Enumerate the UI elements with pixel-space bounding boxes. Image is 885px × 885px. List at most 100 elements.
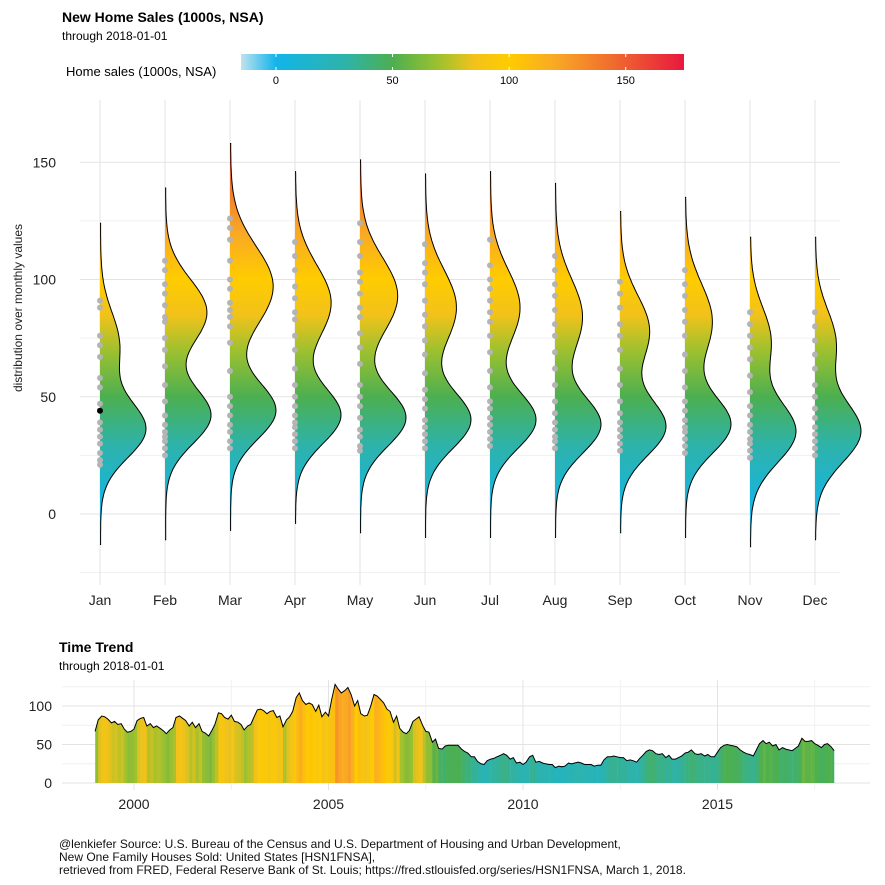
trend-stripe (237, 684, 242, 783)
trend-stripe (831, 684, 835, 783)
violin-jul (487, 171, 537, 538)
trend-stripe (535, 684, 540, 783)
violin-jun (422, 173, 472, 538)
trend-line (94, 683, 835, 769)
trend-stripe (341, 684, 346, 783)
data-point (747, 412, 753, 419)
data-point (227, 339, 233, 346)
y-tick-label: 0 (44, 775, 52, 791)
data-point (97, 384, 103, 391)
legend-ticks: 0 50 100 150 (273, 54, 635, 87)
trend-stripe (613, 684, 618, 783)
data-point (357, 290, 363, 297)
data-point (292, 393, 298, 400)
data-point (552, 307, 558, 313)
trend-stripe (247, 684, 252, 783)
data-point (747, 421, 753, 428)
violin-outline (815, 236, 862, 541)
x-tick-label: Aug (543, 592, 568, 608)
data-point (747, 436, 753, 442)
trend-stripe (257, 684, 262, 783)
trend-stripe (652, 684, 657, 783)
violin-aug (552, 182, 602, 538)
data-point (682, 292, 688, 299)
trend-stripe (263, 684, 268, 783)
violin-outline (685, 196, 732, 538)
trend-stripe (691, 684, 696, 783)
data-point (97, 332, 103, 339)
data-point (357, 393, 363, 400)
data-point (682, 267, 688, 274)
trend-stripe (516, 684, 521, 783)
data-point (162, 281, 168, 288)
data-point (162, 445, 168, 452)
data-point (422, 405, 428, 412)
data-point (357, 344, 363, 351)
data-point (617, 365, 623, 372)
data-point (487, 414, 493, 421)
trend-stripe (448, 684, 453, 783)
trend-stripe (325, 684, 330, 783)
data-point (812, 323, 818, 330)
data-point (227, 257, 233, 264)
trend-stripe (244, 684, 248, 783)
trend-stripe (328, 684, 333, 783)
trend-stripe (370, 684, 375, 783)
trend-stripe (834, 684, 835, 783)
data-point (292, 403, 298, 410)
data-point (162, 267, 168, 274)
trend-stripe (335, 684, 339, 783)
trend-stripe (104, 684, 109, 783)
data-point (552, 382, 558, 388)
data-point (812, 393, 818, 400)
data-point (747, 309, 753, 316)
trend-stripe (380, 684, 384, 783)
data-point (682, 318, 688, 325)
violin-sep (617, 211, 667, 534)
data-point (162, 428, 168, 435)
trend-stripe (214, 684, 219, 783)
data-point (227, 403, 233, 410)
data-point (162, 318, 168, 325)
trend-stripe (412, 684, 417, 783)
trend-stripe (153, 684, 158, 783)
violin-fill (230, 143, 276, 531)
trend-stripe (228, 684, 232, 783)
data-point (552, 321, 558, 328)
data-point (97, 433, 103, 440)
trend-stripe (720, 684, 725, 783)
data-point (292, 431, 298, 438)
trend-stripe (769, 684, 773, 783)
trend-chart-subtitle: through 2018-01-01 (59, 659, 165, 673)
trend-stripe (487, 684, 491, 783)
legend-tick-label: 100 (500, 75, 518, 87)
trend-stripe (121, 684, 125, 783)
trend-stripe (671, 684, 676, 783)
trend-stripe (808, 684, 812, 783)
data-point (487, 276, 493, 283)
data-point (292, 438, 298, 445)
data-point (487, 398, 493, 405)
data-point (487, 262, 493, 269)
trend-stripe (156, 684, 161, 783)
violin-fill (750, 237, 796, 547)
violin-mar (227, 143, 277, 531)
trend-stripe (240, 684, 245, 783)
data-point (97, 461, 103, 468)
data-point (487, 236, 493, 243)
data-point (617, 440, 623, 447)
violin-outline (295, 171, 342, 524)
trend-stripe (406, 684, 411, 783)
data-point (357, 414, 363, 421)
data-point (747, 403, 753, 410)
data-point (227, 438, 233, 445)
data-point (487, 297, 493, 304)
trend-stripe (642, 684, 647, 783)
trend-stripe (458, 684, 462, 783)
trend-stripe (377, 684, 381, 783)
data-point (357, 220, 363, 227)
data-point (617, 278, 623, 285)
data-point (617, 332, 623, 339)
trend-stripe (422, 684, 427, 783)
violin-fill (685, 197, 731, 538)
